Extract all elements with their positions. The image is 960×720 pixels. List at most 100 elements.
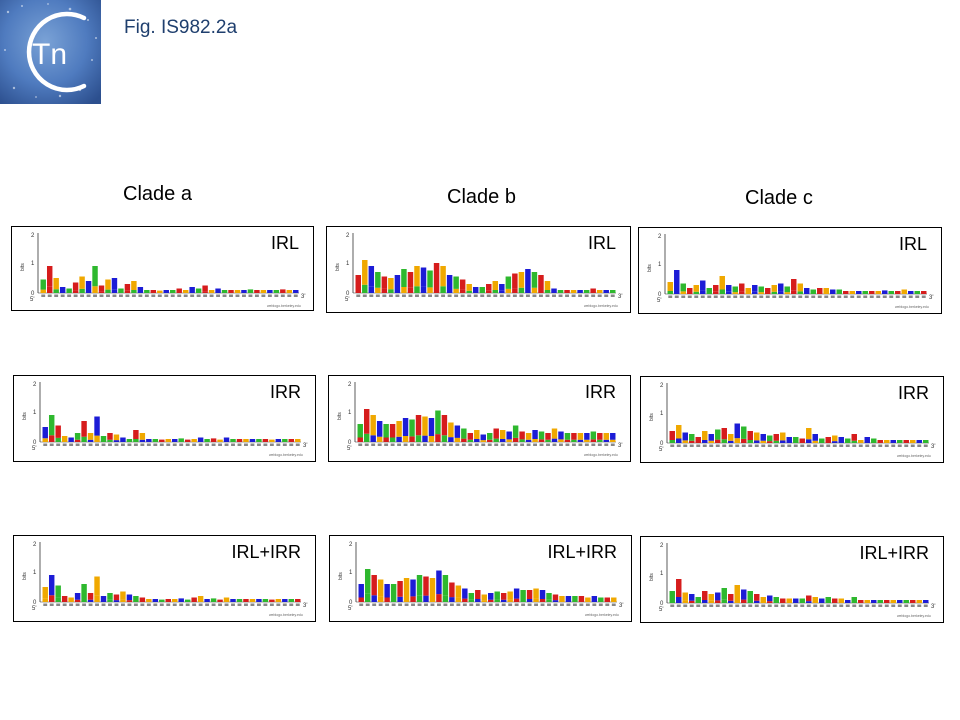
logo-letter-G [728, 434, 734, 441]
three-prime-label: 3' [931, 604, 935, 610]
logo-letter-C [882, 290, 888, 294]
position-tick [242, 294, 246, 297]
logo-letter-G [533, 598, 539, 602]
position-tick [248, 294, 253, 297]
logo-letter-A [159, 599, 165, 602]
logo-letter-C [111, 289, 118, 293]
position-tick [521, 603, 526, 606]
position-tick [256, 443, 261, 446]
five-prime-label: 5' [347, 446, 351, 452]
logo-letter-T [739, 283, 745, 292]
logo-letter-A [170, 290, 176, 293]
logo-letter-G [577, 433, 584, 440]
position-tick [878, 604, 883, 607]
logo-letter-G [525, 433, 532, 440]
logo-panel-clade-b-irl-irr: 2 1 0 bits 5' 3' weblogo.berkeley.edu IRL+IRR [329, 535, 632, 622]
position-tick [99, 294, 104, 297]
logo-letter-C [778, 291, 784, 294]
logo-letter-A [836, 289, 842, 294]
logo-letter-C [197, 437, 204, 442]
logo-letter-C [890, 440, 896, 443]
logo-letter-T [689, 440, 695, 443]
logo-letter-G [667, 282, 673, 291]
logo-letter-C [94, 416, 100, 436]
logo-letter-T [449, 582, 455, 598]
panel-label: IRL+IRR [547, 542, 617, 562]
logo-letter-T [433, 263, 440, 286]
logo-letter-G [429, 596, 436, 602]
logo-letter-C [734, 423, 740, 439]
logo-letter-T [72, 282, 79, 291]
logo-letter-C [68, 437, 74, 442]
logo-letter-C [754, 600, 760, 603]
position-tick [748, 604, 753, 607]
logo-letter-A [427, 270, 433, 288]
logo-letter-C [396, 436, 402, 442]
logo-letter-A [247, 289, 254, 293]
logo-letter-C [532, 430, 538, 439]
position-tick [140, 603, 145, 606]
position-tick [468, 443, 473, 446]
logo-letter-T [676, 579, 682, 597]
position-tick [120, 603, 125, 606]
logo-letter-T [98, 285, 105, 292]
logo-letter-T [98, 291, 105, 293]
logo-letter-C [676, 597, 682, 603]
position-tick [741, 444, 746, 447]
logo-letter-C [152, 599, 159, 602]
logo-letter-T [832, 598, 838, 603]
logo-letter-G [758, 292, 764, 294]
position-tick [95, 443, 99, 446]
logo-letter-T [578, 596, 585, 602]
position-tick [565, 443, 570, 446]
credit-label: weblogo.berkeley.edu [585, 613, 619, 617]
logo-letter-C [126, 594, 133, 601]
logo-letter-A [810, 289, 816, 294]
position-tick [837, 295, 842, 298]
position-tick [127, 603, 132, 606]
logo-letter-G [105, 279, 111, 290]
position-tick [670, 444, 675, 447]
position-tick [106, 294, 110, 297]
logo-letter-A [409, 419, 415, 437]
logo-letter-A [492, 290, 499, 293]
logo-letter-A [512, 425, 519, 438]
logo-letter-A [520, 590, 526, 599]
logo-letter-A [441, 435, 448, 442]
logo-letter-A [401, 269, 407, 287]
position-tick [508, 603, 513, 606]
logo-letter-T [262, 439, 269, 442]
position-tick [871, 444, 876, 447]
logo-letter-A [79, 288, 85, 293]
five-prime-label: 5' [659, 447, 663, 453]
position-tick [752, 295, 757, 298]
logo-letter-T [590, 288, 596, 293]
position-tick [62, 603, 67, 606]
logo-letter-A [773, 440, 779, 443]
logo-letter-G [40, 289, 46, 293]
position-tick [713, 295, 718, 298]
position-tick [540, 603, 545, 606]
logo-letter-A [767, 435, 773, 442]
logo-letter-A [546, 593, 552, 600]
position-tick [62, 443, 67, 446]
logo-letter-G [745, 288, 751, 294]
logo-letter-G [53, 278, 59, 290]
y-tick-0: 0 [349, 600, 353, 606]
position-tick [826, 444, 831, 447]
logo-letter-A [851, 597, 857, 603]
logo-letter-T [921, 291, 927, 294]
logo-letter-C [558, 431, 564, 440]
position-tick [513, 443, 518, 446]
logo-letter-G [260, 290, 267, 293]
position-tick [295, 443, 300, 446]
logo-letter-A [680, 283, 686, 292]
position-tick [702, 604, 707, 607]
logo-letter-G [269, 439, 275, 442]
position-tick [923, 444, 928, 447]
panel-label: IRL+IRR [231, 542, 301, 562]
logo-letter-G [734, 585, 740, 599]
position-tick [787, 444, 792, 447]
position-tick [533, 443, 538, 446]
logo-letter-T [843, 291, 849, 294]
